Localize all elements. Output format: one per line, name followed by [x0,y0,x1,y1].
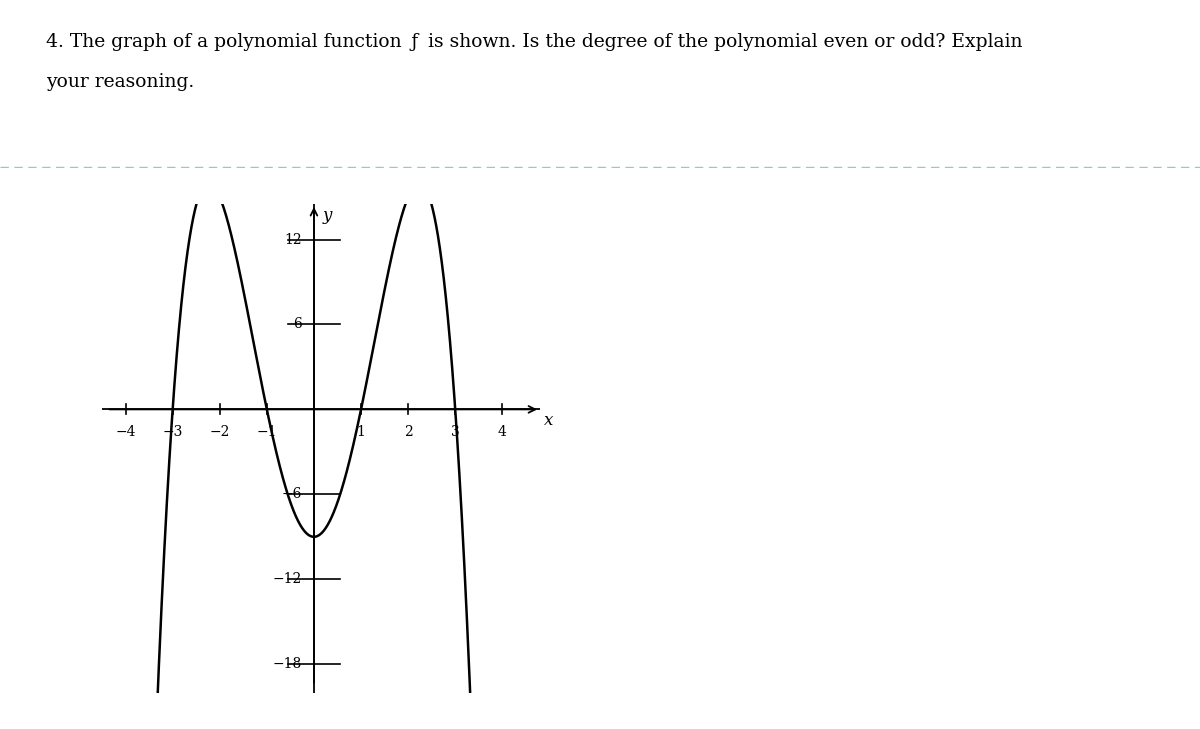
Text: −18: −18 [272,658,302,671]
Text: −6: −6 [282,488,302,502]
Text: 12: 12 [284,233,302,246]
Text: 2: 2 [403,425,413,439]
Text: −3: −3 [162,425,182,439]
Text: 6: 6 [294,317,302,332]
Text: y: y [323,207,331,224]
Text: 4. The graph of a polynomial function  ƒ  is shown. Is the degree of the polynom: 4. The graph of a polynomial function ƒ … [46,33,1022,51]
Text: −2: −2 [210,425,230,439]
Text: 3: 3 [451,425,460,439]
Text: x: x [544,412,553,429]
Text: 4: 4 [498,425,506,439]
Text: −1: −1 [257,425,277,439]
Text: 1: 1 [356,425,366,439]
Text: your reasoning.: your reasoning. [46,73,194,91]
Text: −12: −12 [272,572,302,586]
Text: −4: −4 [115,425,136,439]
